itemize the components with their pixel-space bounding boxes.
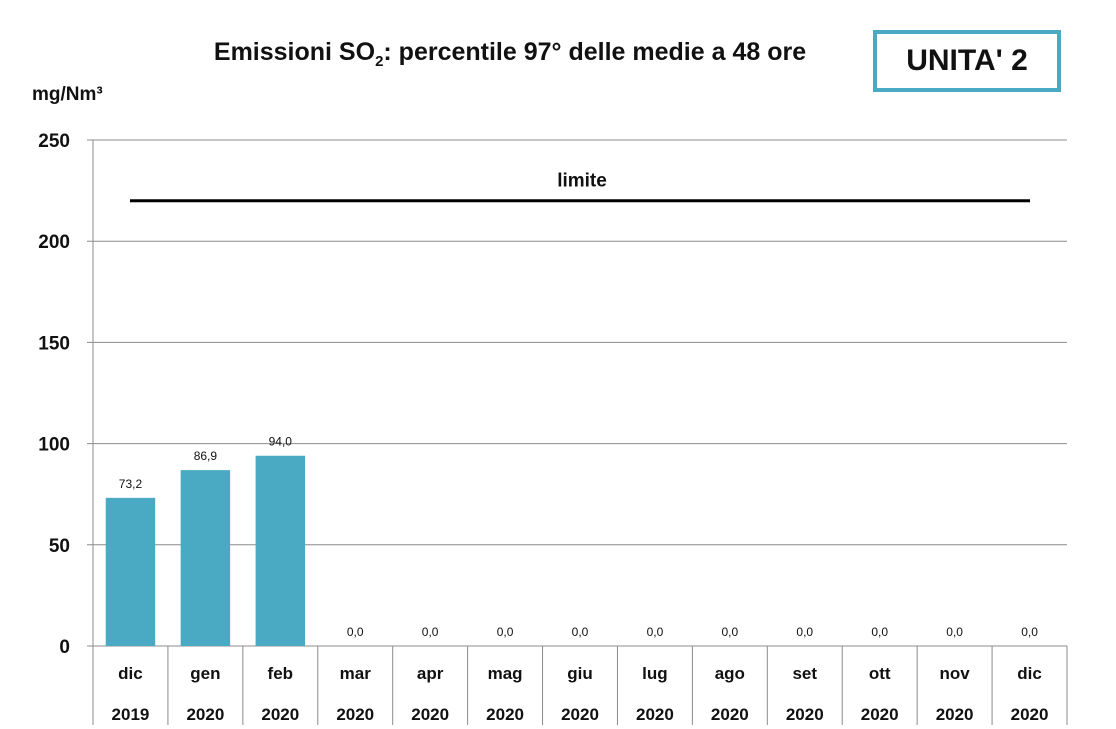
x-tick-label-year: 2020 [411,705,449,724]
x-tick-label-month: feb [268,664,294,683]
y-tick-label: 0 [59,637,70,658]
x-tick-label-year: 2020 [861,705,899,724]
x-tick-label-year: 2020 [186,705,224,724]
data-label: 0,0 [572,625,589,639]
data-label: 0,0 [796,625,813,639]
x-tick-label-month: gen [190,664,220,683]
data-label: 0,0 [497,625,514,639]
x-tick-label-year: 2020 [936,705,974,724]
x-tick-label-month: mar [340,664,372,683]
title-suffix: : percentile 97° delle medie a 48 ore [383,38,807,66]
data-label: 0,0 [647,625,664,639]
unit-badge: UNITA' 2 [873,30,1061,92]
y-tick-label: 100 [38,435,70,456]
x-tick-label-month: nov [939,664,970,683]
x-tick-label-month: ott [869,664,891,683]
x-tick-label-month: lug [642,664,668,683]
data-label: 0,0 [722,625,739,639]
data-label: 86,9 [194,449,218,463]
x-tick-label-month: apr [417,664,444,683]
title-subscript: 2 [375,53,384,70]
data-label: 94,0 [269,435,293,449]
y-tick-label: 150 [38,333,70,354]
data-label: 0,0 [871,625,888,639]
data-label: 0,0 [347,625,364,639]
x-tick-label-year: 2020 [711,705,749,724]
x-tick-label-year: 2020 [1011,705,1049,724]
x-tick-label-month: dic [1017,664,1042,683]
x-tick-label-year: 2020 [561,705,599,724]
x-tick-label-month: dic [118,664,143,683]
y-tick-label: 250 [38,131,70,152]
y-axis-label: mg/Nm³ [32,84,103,105]
x-tick-label-month: ago [715,664,745,683]
bar [255,455,306,646]
data-label: 0,0 [946,625,963,639]
data-label: 73,2 [119,477,143,491]
data-label: 0,0 [1021,625,1038,639]
x-tick-label-month: giu [567,664,593,683]
data-label: 0,0 [422,625,439,639]
x-tick-label-year: 2020 [261,705,299,724]
chart-title: Emissioni SO2: percentile 97° delle medi… [140,38,880,70]
limit-label: limite [557,171,607,192]
x-tick-label-month: mag [488,664,523,683]
y-tick-label: 200 [38,232,70,253]
unit-badge-label: UNITA' 2 [906,44,1028,77]
x-tick-label-month: set [792,664,817,683]
bar [180,470,231,646]
title-prefix: Emissioni SO [213,38,376,66]
bar [105,497,156,646]
x-tick-label-year: 2019 [112,705,150,724]
x-tick-label-year: 2020 [486,705,524,724]
y-tick-label: 50 [49,536,70,557]
x-tick-label-year: 2020 [786,705,824,724]
x-tick-label-year: 2020 [336,705,374,724]
x-tick-label-year: 2020 [636,705,674,724]
